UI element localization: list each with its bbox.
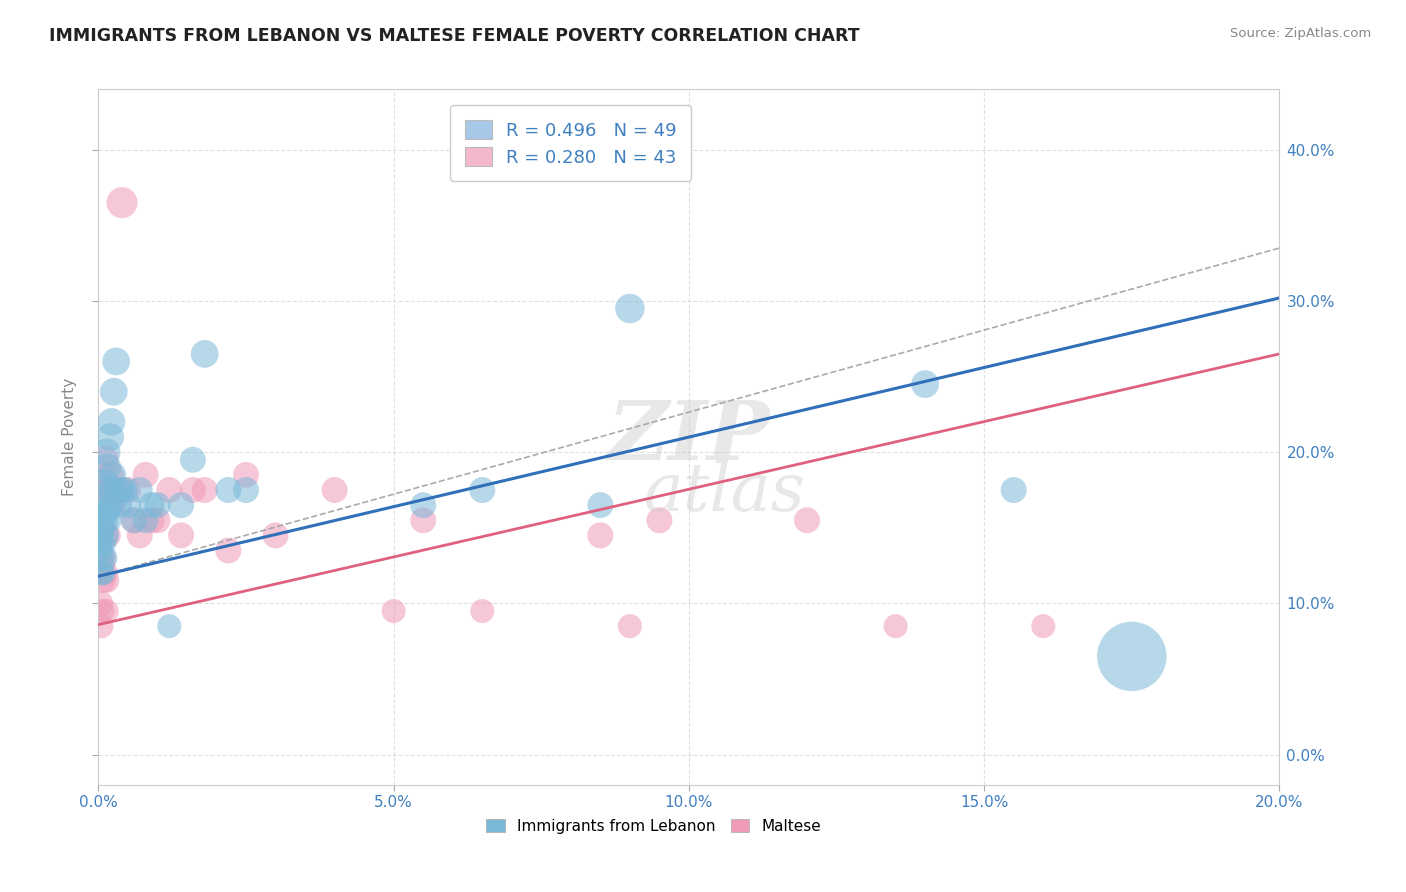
- Point: [93, 506, 115, 520]
- Point: [101, 483, 124, 497]
- Point: [146, 513, 169, 527]
- Y-axis label: Female Poverty: Female Poverty: [62, 378, 77, 496]
- Point: [91, 536, 114, 550]
- Point: [94, 452, 117, 467]
- Point: [103, 384, 125, 399]
- Point: [235, 467, 257, 482]
- Legend: Immigrants from Lebanon, Maltese: Immigrants from Lebanon, Maltese: [479, 813, 827, 840]
- Point: [100, 498, 122, 512]
- Point: [96, 574, 118, 588]
- Point: [217, 483, 239, 497]
- Point: [91, 551, 114, 566]
- Point: [117, 483, 139, 497]
- Point: [135, 513, 157, 527]
- Point: [97, 498, 120, 512]
- Point: [1002, 483, 1025, 497]
- Point: [122, 513, 145, 527]
- Point: [114, 483, 136, 497]
- Point: [619, 301, 641, 316]
- Point: [93, 551, 115, 566]
- Point: [108, 498, 131, 512]
- Point: [91, 558, 114, 573]
- Point: [589, 528, 612, 542]
- Point: [91, 566, 114, 581]
- Point: [194, 347, 217, 361]
- Point: [181, 452, 204, 467]
- Point: [884, 619, 907, 633]
- Point: [89, 543, 111, 558]
- Point: [90, 619, 112, 633]
- Point: [235, 483, 257, 497]
- Point: [91, 604, 114, 618]
- Point: [157, 619, 180, 633]
- Point: [141, 498, 163, 512]
- Point: [103, 467, 125, 482]
- Point: [96, 445, 118, 459]
- Point: [1032, 619, 1054, 633]
- Point: [98, 430, 121, 444]
- Point: [93, 513, 115, 527]
- Point: [217, 543, 239, 558]
- Point: [94, 475, 117, 490]
- Point: [619, 619, 641, 633]
- Point: [96, 460, 118, 475]
- Point: [194, 483, 217, 497]
- Point: [412, 498, 434, 512]
- Point: [589, 498, 612, 512]
- Point: [382, 604, 405, 618]
- Point: [91, 566, 114, 581]
- Point: [90, 551, 112, 566]
- Point: [105, 483, 128, 497]
- Point: [93, 574, 115, 588]
- Point: [93, 528, 115, 542]
- Point: [170, 528, 193, 542]
- Point: [117, 498, 139, 512]
- Point: [97, 513, 120, 527]
- Point: [146, 498, 169, 512]
- Point: [108, 483, 131, 497]
- Point: [264, 528, 287, 542]
- Point: [91, 521, 114, 535]
- Point: [100, 415, 122, 429]
- Point: [105, 483, 128, 497]
- Text: atlas: atlas: [644, 460, 806, 525]
- Point: [98, 483, 121, 497]
- Point: [796, 513, 818, 527]
- Text: Source: ZipAtlas.com: Source: ZipAtlas.com: [1230, 27, 1371, 40]
- Point: [91, 528, 114, 542]
- Point: [90, 536, 112, 550]
- Point: [914, 377, 936, 392]
- Point: [648, 513, 671, 527]
- Point: [412, 513, 434, 527]
- Text: IMMIGRANTS FROM LEBANON VS MALTESE FEMALE POVERTY CORRELATION CHART: IMMIGRANTS FROM LEBANON VS MALTESE FEMAL…: [49, 27, 860, 45]
- Text: ZIP: ZIP: [607, 397, 770, 477]
- Point: [135, 467, 157, 482]
- Point: [103, 498, 125, 512]
- Point: [128, 528, 150, 542]
- Point: [323, 483, 346, 497]
- Point: [94, 566, 117, 581]
- Point: [471, 604, 494, 618]
- Point: [128, 483, 150, 497]
- Point: [100, 483, 122, 497]
- Point: [105, 354, 128, 368]
- Point: [157, 483, 180, 497]
- Point: [111, 195, 134, 210]
- Point: [96, 604, 118, 618]
- Point: [1121, 649, 1143, 664]
- Point: [122, 513, 145, 527]
- Point: [181, 483, 204, 497]
- Point: [94, 483, 117, 497]
- Point: [94, 528, 117, 542]
- Point: [89, 597, 111, 611]
- Point: [98, 467, 121, 482]
- Point: [141, 513, 163, 527]
- Point: [94, 506, 117, 520]
- Point: [111, 483, 134, 497]
- Point: [98, 483, 121, 497]
- Point: [170, 498, 193, 512]
- Point: [471, 483, 494, 497]
- Point: [97, 528, 120, 542]
